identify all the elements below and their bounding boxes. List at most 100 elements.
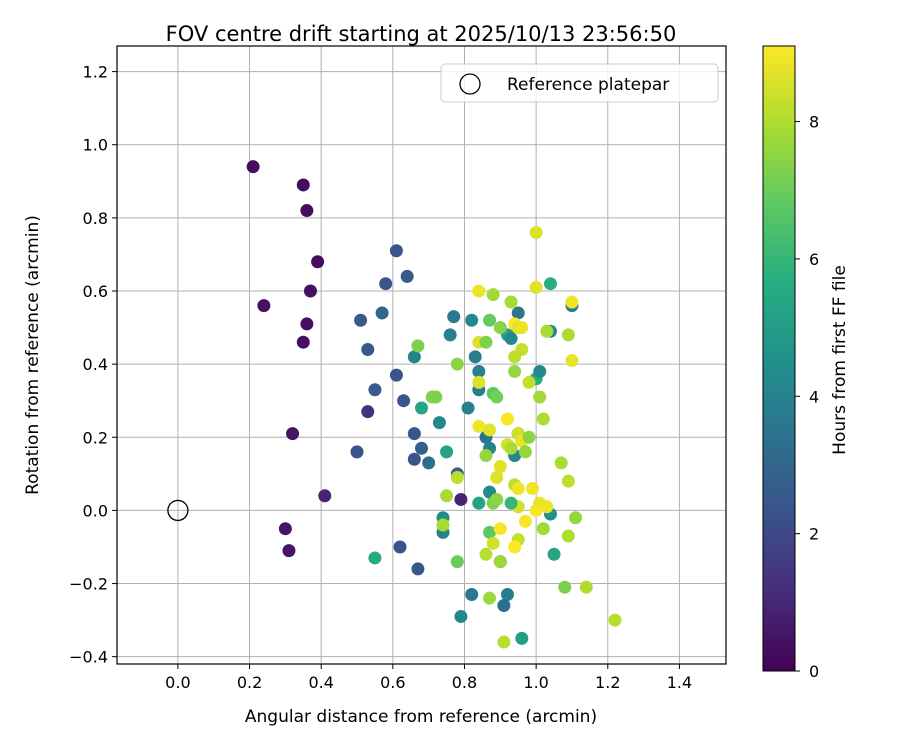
y-tick-label: 0.2 <box>83 428 108 447</box>
data-point <box>296 178 310 192</box>
data-point <box>522 375 536 389</box>
data-point <box>429 390 443 404</box>
data-point <box>511 481 525 495</box>
data-point <box>303 284 317 298</box>
data-point <box>389 368 403 382</box>
data-point <box>300 317 314 331</box>
x-tick-label: 0.4 <box>308 673 333 692</box>
data-point <box>608 613 622 627</box>
data-point <box>465 313 479 327</box>
data-point <box>561 529 575 543</box>
data-point <box>561 328 575 342</box>
data-point <box>472 375 486 389</box>
plot-frame <box>116 45 727 665</box>
data-point <box>454 609 468 623</box>
data-point <box>493 555 507 569</box>
data-point <box>515 321 529 335</box>
data-point <box>411 339 425 353</box>
x-tick-label: 1.4 <box>667 673 692 692</box>
data-point <box>296 335 310 349</box>
data-point <box>504 295 518 309</box>
data-point <box>436 518 450 532</box>
colorbar-tick-label: 0 <box>809 662 819 681</box>
data-point <box>483 525 497 539</box>
data-point <box>257 299 271 313</box>
y-tick-label: 1.2 <box>83 63 108 82</box>
grid <box>117 46 726 664</box>
data-point <box>368 551 382 565</box>
scatter-points <box>167 160 622 649</box>
data-point <box>468 350 482 364</box>
x-tick-label: 0.0 <box>165 673 190 692</box>
colorbar-ticks: 0 2 4 6 8 <box>795 113 819 681</box>
data-point <box>500 588 514 602</box>
data-point <box>472 364 486 378</box>
data-point <box>547 547 561 561</box>
data-point <box>529 225 543 239</box>
data-point <box>440 489 454 503</box>
data-point <box>490 492 504 506</box>
data-point <box>504 332 518 346</box>
data-point <box>579 580 593 594</box>
data-point <box>497 635 511 649</box>
colorbar <box>762 45 796 672</box>
colorbar-tick-label: 2 <box>809 525 819 544</box>
data-point <box>393 540 407 554</box>
data-point <box>500 412 514 426</box>
data-point <box>565 353 579 367</box>
data-point <box>554 456 568 470</box>
data-point <box>472 419 486 433</box>
x-tick-label: 1.2 <box>595 673 620 692</box>
colorbar-tick-label: 4 <box>809 387 819 406</box>
data-point <box>282 544 296 558</box>
y-tick-label: 0.6 <box>83 282 108 301</box>
data-point <box>490 471 504 485</box>
y-axis-label: Rotation from reference (arcmin) <box>23 215 43 495</box>
data-point <box>518 514 532 528</box>
data-point <box>368 383 382 397</box>
data-point <box>561 474 575 488</box>
data-point <box>472 284 486 298</box>
data-point <box>543 277 557 291</box>
reference-point <box>167 499 189 522</box>
data-point <box>569 511 583 525</box>
data-point <box>375 306 389 320</box>
data-point <box>350 445 364 459</box>
data-point <box>440 445 454 459</box>
data-point <box>447 310 461 324</box>
data-point <box>318 489 332 503</box>
data-point <box>422 456 436 470</box>
data-point <box>533 390 547 404</box>
data-point <box>479 335 493 349</box>
data-point <box>529 280 543 294</box>
data-point <box>465 588 479 602</box>
y-tick-label: −0.2 <box>69 575 108 594</box>
data-point <box>472 496 486 510</box>
data-point <box>511 306 525 320</box>
y-tick-label: 0.8 <box>83 209 108 228</box>
data-point <box>246 160 260 174</box>
data-point <box>518 445 532 459</box>
axis-ticks: 0.0 0.2 0.4 0.6 0.8 1.0 1.2 1.4 −0.4 −0.2 0.0 0.2 0.… <box>69 63 692 692</box>
data-point <box>311 255 325 269</box>
data-point <box>515 631 529 645</box>
data-point <box>483 423 497 437</box>
x-tick-label: 0.2 <box>237 673 262 692</box>
data-point <box>508 540 522 554</box>
data-point <box>450 471 464 485</box>
colorbar-tick-label: 8 <box>809 113 819 132</box>
data-point <box>483 313 497 327</box>
data-point <box>407 452 421 466</box>
data-point <box>450 357 464 371</box>
data-point <box>493 321 507 335</box>
data-point <box>400 269 414 283</box>
data-point <box>443 328 457 342</box>
data-point <box>504 441 518 455</box>
legend: Reference platepar <box>440 63 719 103</box>
data-point <box>508 364 522 378</box>
data-point <box>361 405 375 419</box>
data-point <box>407 427 421 441</box>
x-tick-label: 0.6 <box>380 673 405 692</box>
data-point <box>540 500 554 514</box>
